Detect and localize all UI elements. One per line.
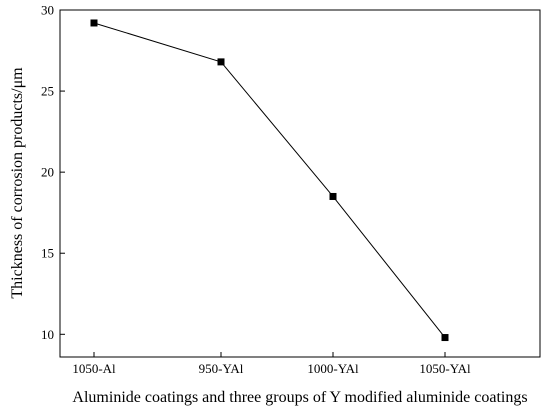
x-axis-title: Aluminide coatings and three groups of Y… (72, 389, 527, 406)
y-tick-label-20: 20 (41, 165, 54, 180)
y-tick-label-15: 15 (41, 246, 54, 261)
data-markers (90, 19, 449, 342)
x-tick-label-1: 1050-Al (72, 361, 116, 376)
x-axis: 1050-Al 950-YAl 1000-YAl 1050-YAl (72, 352, 471, 376)
x-tick-label-4: 1050-YAl (419, 361, 471, 376)
series-line (93, 22, 446, 338)
data-point-4 (441, 334, 449, 342)
y-axis: 10 15 20 25 30 (41, 3, 65, 342)
y-tick-label-10: 10 (41, 327, 54, 342)
data-point-3 (329, 192, 337, 200)
plot-area-frame (59, 9, 541, 358)
x-tick-label-3: 1000-YAl (307, 361, 359, 376)
y-tick-label-30: 30 (41, 3, 54, 18)
data-point-1 (90, 19, 98, 27)
x-tick-label-2: 950-YAl (199, 361, 244, 376)
data-point-2 (217, 58, 225, 66)
y-tick-label-25: 25 (41, 84, 54, 99)
y-axis-title: Thickness of corrosion products/μm (9, 67, 26, 299)
